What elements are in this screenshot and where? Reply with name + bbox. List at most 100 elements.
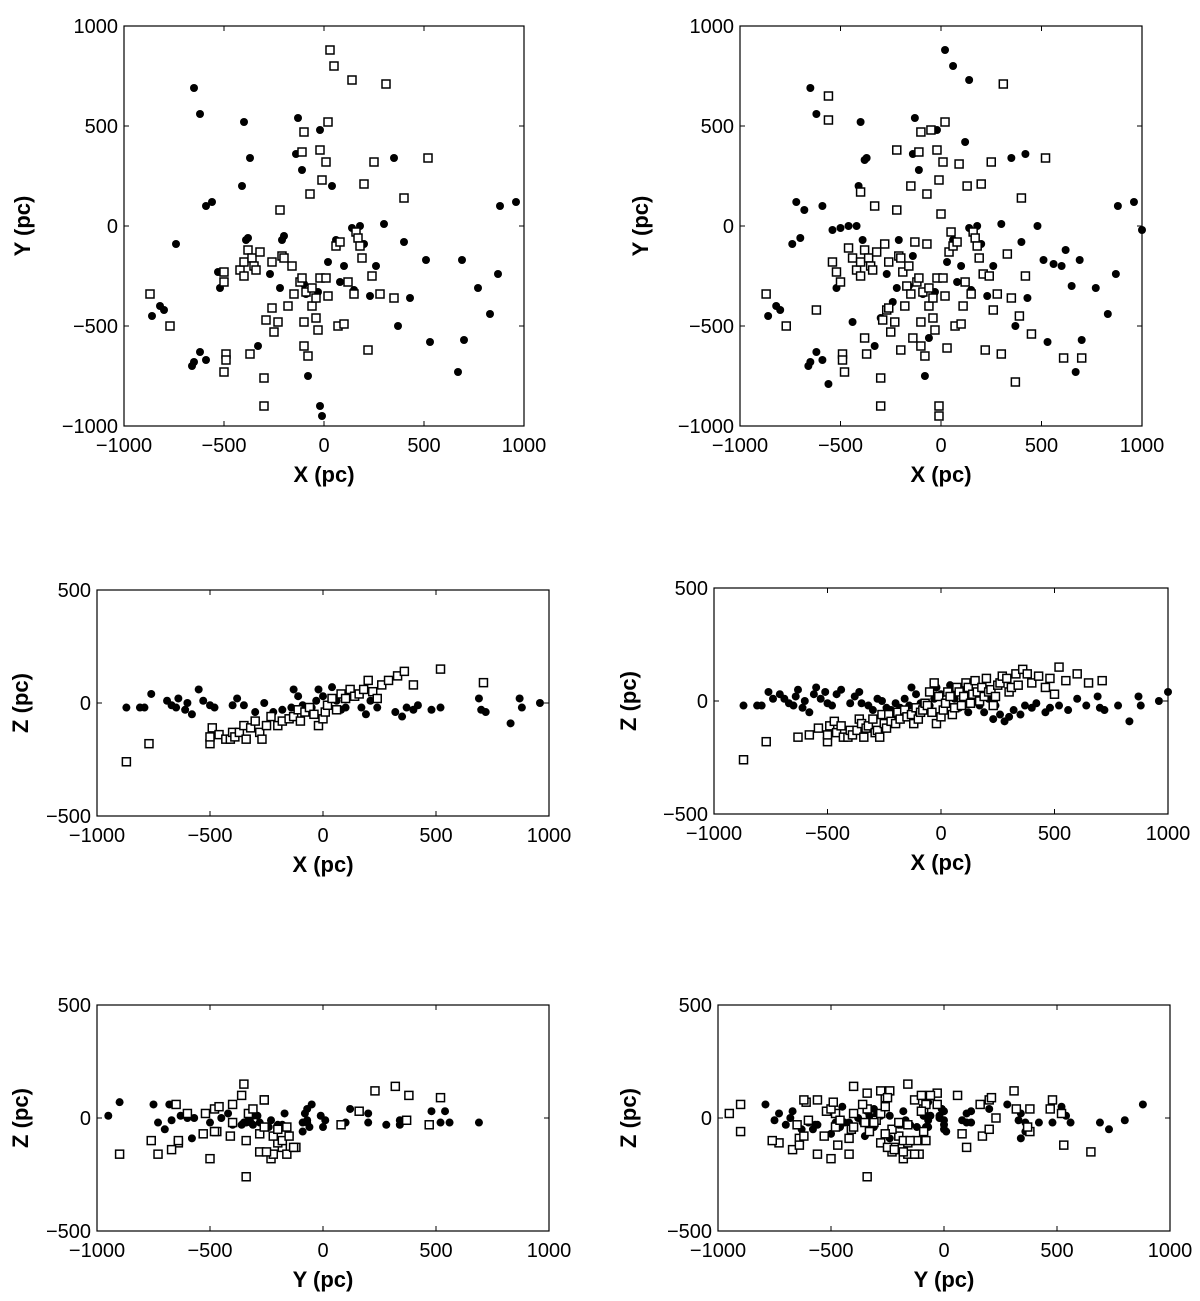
data-point-circle (251, 708, 260, 717)
data-point-square (916, 317, 926, 327)
data-point-square (121, 757, 132, 767)
data-point-square (165, 321, 175, 331)
data-point-square (781, 321, 791, 331)
data-point-square (908, 333, 918, 343)
x-tick-label: −500 (818, 435, 863, 457)
x-tick-label: 0 (318, 435, 329, 457)
y-tick-label: 1000 (690, 16, 735, 38)
data-point-square (241, 1135, 251, 1146)
data-point-square (918, 1126, 929, 1137)
data-point-circle (1016, 710, 1025, 719)
x-tick-label: −500 (187, 825, 232, 847)
data-point-circle (961, 138, 970, 146)
data-point-square (355, 241, 365, 251)
data-point-square (1006, 293, 1017, 303)
data-point-circle (985, 1104, 994, 1113)
data-point-square (1045, 673, 1055, 684)
data-point-circle (1064, 706, 1073, 715)
data-point-circle (858, 236, 867, 244)
data-point-square (435, 1092, 446, 1103)
panel-top-left: −1000 −500 0 500 1000 −1000 −500 0 500 1000 X (pc)… (10, 16, 546, 487)
data-point-circle (210, 703, 219, 712)
data-point-square (855, 187, 866, 197)
data-point-circle (289, 685, 298, 694)
data-point-square (1025, 1104, 1035, 1114)
data-point-square (992, 289, 1003, 299)
data-point-square (363, 675, 373, 686)
data-point-circle (857, 699, 866, 708)
data-point-square (259, 401, 269, 411)
data-point-square (924, 687, 935, 697)
data-point-square (735, 1099, 746, 1110)
data-point-circle (202, 202, 210, 210)
data-point-circle (1091, 284, 1100, 292)
data-point-square (860, 1117, 870, 1128)
x-tick-label: −500 (808, 1240, 853, 1262)
series-open-square (738, 662, 1107, 765)
data-point-circle (828, 226, 837, 234)
data-point-square (239, 257, 249, 267)
data-point-circle (1154, 697, 1163, 705)
data-point-square (347, 75, 357, 85)
data-point-square (847, 253, 858, 263)
x-tick-label: 1000 (1146, 823, 1191, 845)
data-point-circle (967, 1118, 976, 1127)
data-point-square (349, 289, 359, 299)
data-point-square (880, 1101, 890, 1112)
data-point-square (182, 1108, 193, 1119)
data-point-square (929, 678, 939, 688)
data-point-circle (1034, 1118, 1043, 1127)
data-point-square (335, 237, 345, 247)
x-tick-label: −1000 (69, 1240, 125, 1262)
data-point-circle (816, 694, 825, 703)
data-point-circle (989, 262, 998, 270)
data-point-circle (764, 687, 773, 696)
data-point-circle (1100, 706, 1109, 715)
data-point-square (1002, 249, 1013, 259)
data-point-circle (809, 690, 818, 699)
data-point-circle (1077, 336, 1086, 344)
data-point-circle (278, 705, 287, 714)
data-point-square (957, 1129, 967, 1139)
data-point-circle (441, 1107, 450, 1116)
data-point-circle (862, 154, 871, 162)
data-point-square (297, 273, 307, 283)
data-point-circle (1082, 701, 1091, 710)
data-point-circle (366, 292, 374, 300)
data-point-circle (427, 1107, 436, 1116)
data-point-circle (828, 701, 837, 710)
data-point-square (145, 289, 155, 299)
data-point-square (261, 720, 272, 731)
data-point-square (1040, 682, 1051, 693)
data-point-square (423, 153, 433, 163)
x-tick-label: 500 (419, 825, 452, 847)
y-tick-label: −500 (667, 1221, 712, 1243)
data-point-square (724, 1108, 735, 1119)
data-point-square (875, 1086, 886, 1096)
data-point-square (859, 732, 869, 742)
data-point-square (934, 411, 944, 421)
data-point-square (956, 319, 966, 329)
data-point-square (986, 1092, 997, 1103)
data-point-circle (798, 703, 807, 712)
data-point-square (981, 673, 992, 684)
data-point-square (401, 1115, 412, 1126)
data-point-circle (997, 220, 1006, 228)
data-point-square (389, 293, 399, 303)
data-point-circle (781, 1120, 790, 1129)
data-point-circle (1057, 1102, 1066, 1111)
series-filled-circle (148, 84, 520, 420)
data-point-square (287, 261, 297, 271)
data-point-square (984, 271, 994, 281)
data-point-square (200, 1108, 211, 1119)
data-point-square (848, 1122, 859, 1132)
data-point-square (266, 711, 276, 722)
data-point-circle (1007, 154, 1016, 162)
data-point-square (831, 267, 842, 277)
data-point-square (855, 257, 866, 267)
data-point-square (767, 1135, 777, 1146)
data-point-square (961, 1142, 972, 1153)
data-point-circle (788, 240, 797, 248)
